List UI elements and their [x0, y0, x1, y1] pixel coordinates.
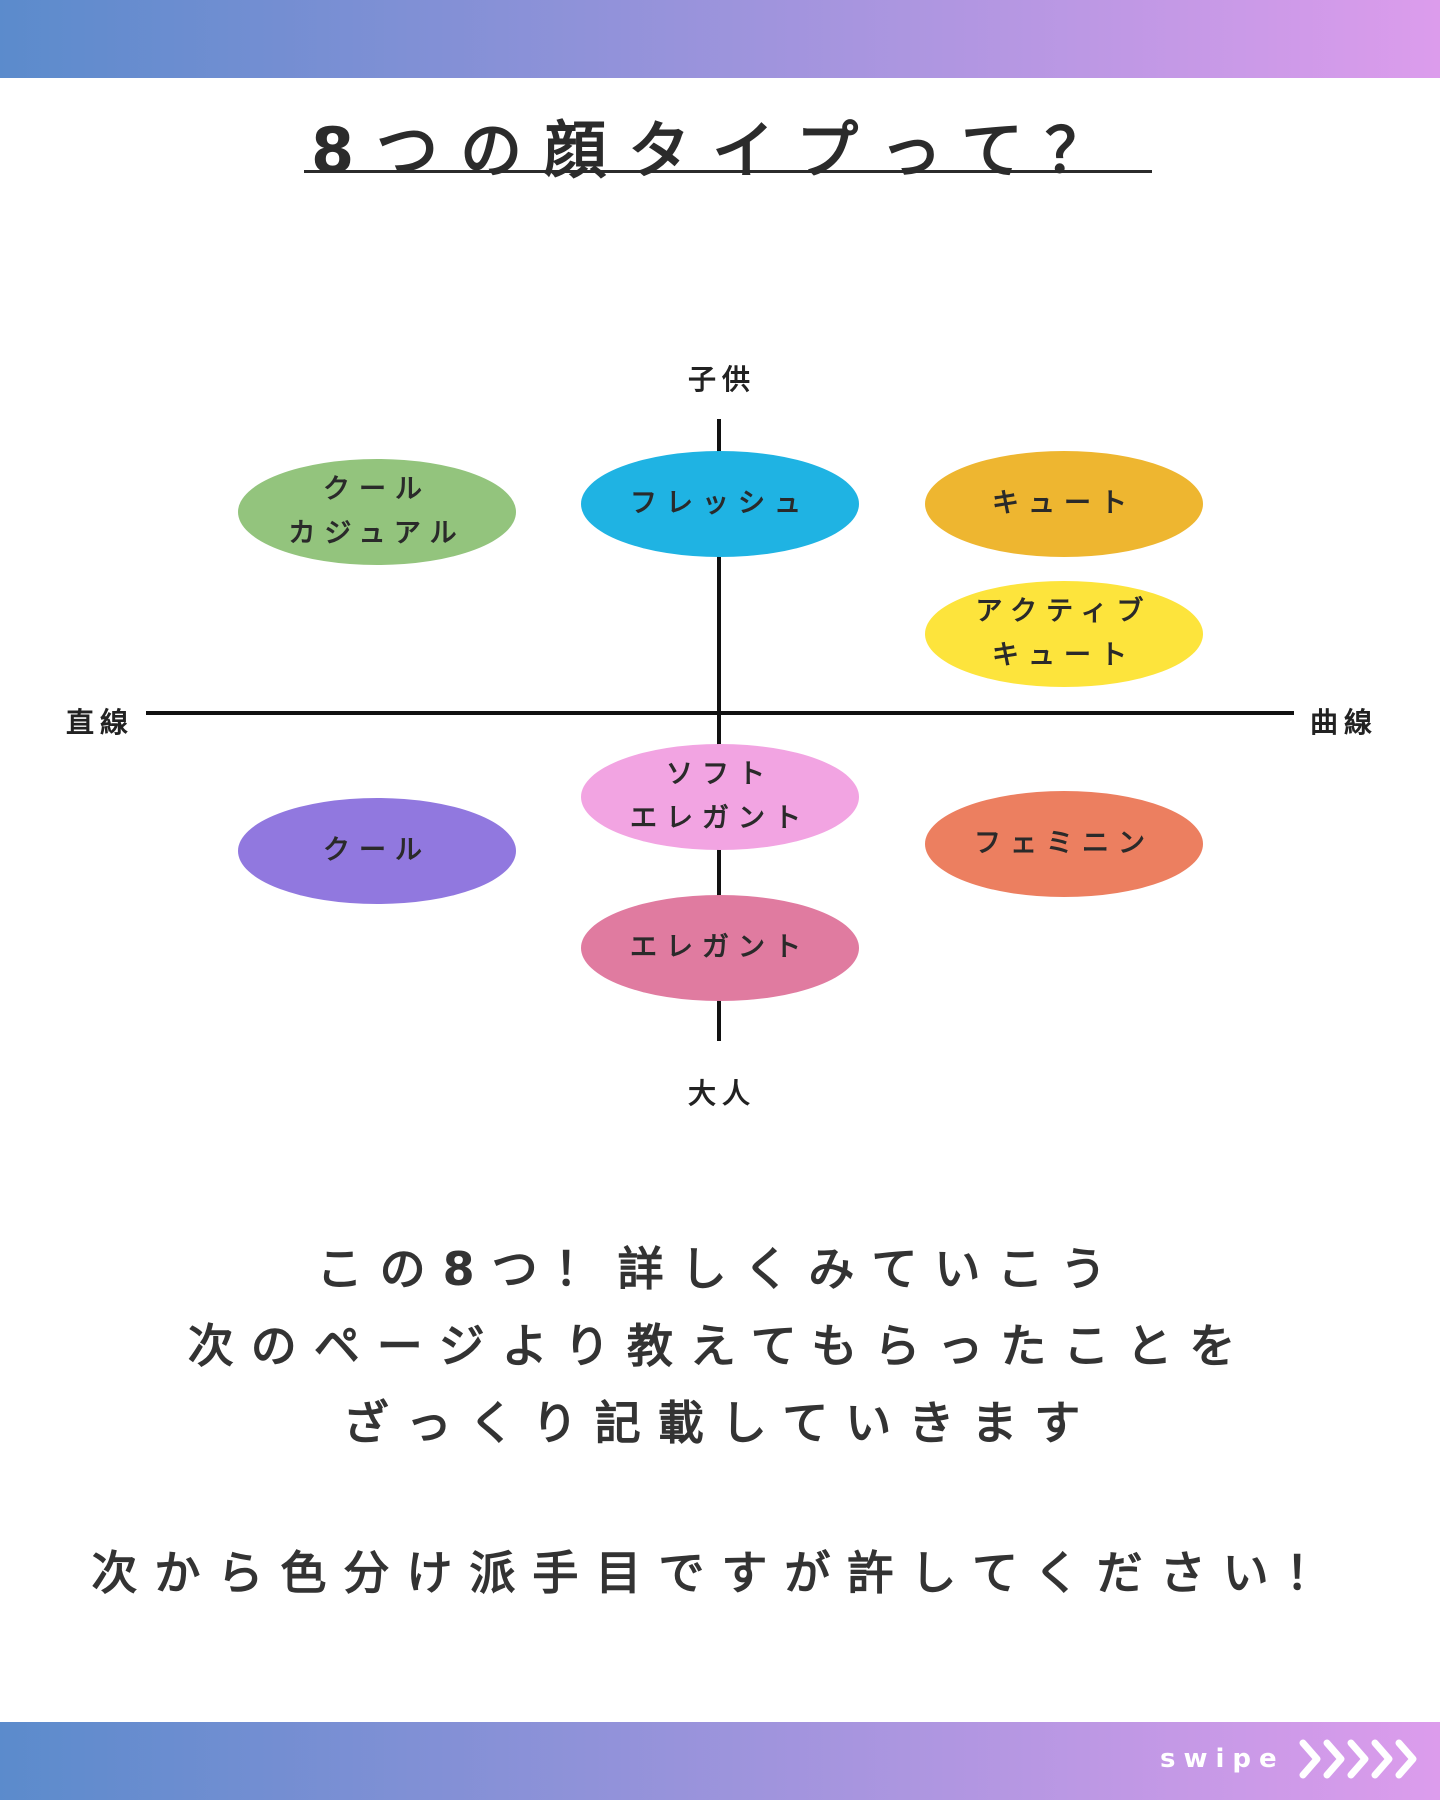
type-feminine: フェミニン [925, 791, 1203, 897]
type-label: カジュアル [288, 518, 466, 549]
type-label: フレッシュ [630, 488, 810, 519]
message-note: 次から色分け派手目ですが許してください！ [91, 1546, 1349, 1600]
type-fresh: フレッシュ [581, 451, 859, 557]
type-soft-elegant: ソフト エレガント [581, 744, 859, 850]
axis-label-right: 曲線 [1309, 706, 1379, 739]
type-cool-casual: クール カジュアル [238, 459, 516, 565]
type-label: ソフト [666, 759, 774, 790]
vertical-axis [717, 419, 721, 1041]
type-elegant: エレガント [581, 895, 859, 1001]
swipe-label: swipe [1160, 1744, 1285, 1774]
axis-label-top: 子供 [687, 363, 757, 396]
message-line: ざっくり記載していきます [342, 1396, 1098, 1450]
horizontal-axis [146, 711, 1294, 715]
title-underline [304, 170, 1152, 173]
message-line: この8つ！詳しくみていこう [316, 1242, 1124, 1296]
type-label: キュート [992, 640, 1136, 671]
bottom-gradient-bar [0, 1722, 1440, 1800]
top-gradient-bar [0, 0, 1440, 78]
type-label: エレガント [630, 932, 810, 963]
swipe-indicator[interactable]: swipe [1160, 1737, 1417, 1781]
type-label: フェミニン [974, 828, 1154, 859]
axis-label-left: 直線 [65, 706, 135, 739]
type-label: エレガント [630, 803, 810, 834]
message-line: 次のページより教えてもらったことを [187, 1319, 1253, 1373]
type-active-cute: アクティブ キュート [925, 581, 1203, 687]
type-label: クール [323, 474, 431, 505]
type-label: アクティブ [975, 596, 1153, 627]
type-label: キュート [992, 488, 1136, 519]
type-label: クール [323, 835, 431, 866]
axis-label-bottom: 大人 [687, 1077, 757, 1110]
page-title: 8つの顔タイプって？ [310, 114, 1130, 187]
type-cute: キュート [925, 451, 1203, 557]
type-cool: クール [238, 798, 516, 904]
chevrons-right-icon [1299, 1739, 1417, 1779]
